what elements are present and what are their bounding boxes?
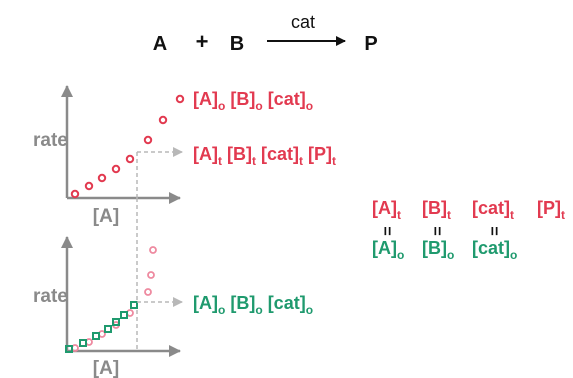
top-plot: rate [A] [A]o [B]o [cat]o [A]t [B]t [cat… [33, 85, 336, 227]
equalities-block: [A]t [B]t [cat]t [P]t = = = [A]o [B]o [c… [372, 198, 565, 262]
data-point [111, 164, 121, 174]
data-point [175, 94, 185, 104]
initial-concentrations-label: [A]o [B]o [cat]o [193, 89, 313, 113]
data-point [125, 154, 135, 164]
equals-sign-a: = [378, 226, 395, 235]
data-point [144, 288, 152, 296]
data-point [97, 173, 107, 183]
data-point [147, 271, 155, 279]
equals-sign-cat: = [485, 226, 502, 235]
eq-top-b: [B]t [422, 198, 451, 222]
data-point [70, 189, 80, 199]
top-data-points [70, 94, 185, 199]
eq-bottom-a: [A]o [372, 238, 404, 262]
bottom-faded-points [71, 246, 157, 352]
bottom-x-axis-label: [A] [93, 358, 119, 378]
eq-bottom-b: [B]o [422, 238, 454, 262]
data-point [84, 181, 94, 191]
reactant-b: B [230, 33, 244, 55]
bottom-initial-concentrations-label: [A]o [B]o [cat]o [193, 293, 313, 317]
bottom-y-axis-label: rate [33, 286, 68, 307]
plus-sign: + [196, 29, 209, 54]
bottom-square-points [65, 301, 138, 353]
eq-bottom-cat: [cat]o [472, 238, 517, 262]
data-point [143, 135, 153, 145]
data-point-square [112, 318, 120, 326]
equals-sign-b: = [428, 226, 445, 235]
product-p: P [364, 33, 377, 55]
top-y-axis-label: rate [33, 130, 68, 151]
eq-top-a: [A]t [372, 198, 401, 222]
data-point-square [65, 345, 73, 353]
reactant-a: A [153, 33, 167, 55]
eq-top-p: [P]t [537, 198, 565, 222]
reaction-equation: A + B cat P [153, 12, 378, 55]
data-point [149, 246, 157, 254]
data-point-square [104, 325, 112, 333]
bottom-plot: rate [A] [A]o [B]o [cat]o [33, 198, 313, 378]
top-x-axis-label: [A] [93, 206, 119, 227]
data-point-square [79, 339, 87, 347]
catalyst-label: cat [291, 12, 315, 32]
time-concentrations-label: [A]t [B]t [cat]t [P]t [193, 144, 336, 168]
data-point-square [120, 311, 128, 319]
eq-top-cat: [cat]t [472, 198, 514, 222]
data-point-square [92, 332, 100, 340]
data-point [158, 115, 168, 125]
data-point-square [130, 301, 138, 309]
